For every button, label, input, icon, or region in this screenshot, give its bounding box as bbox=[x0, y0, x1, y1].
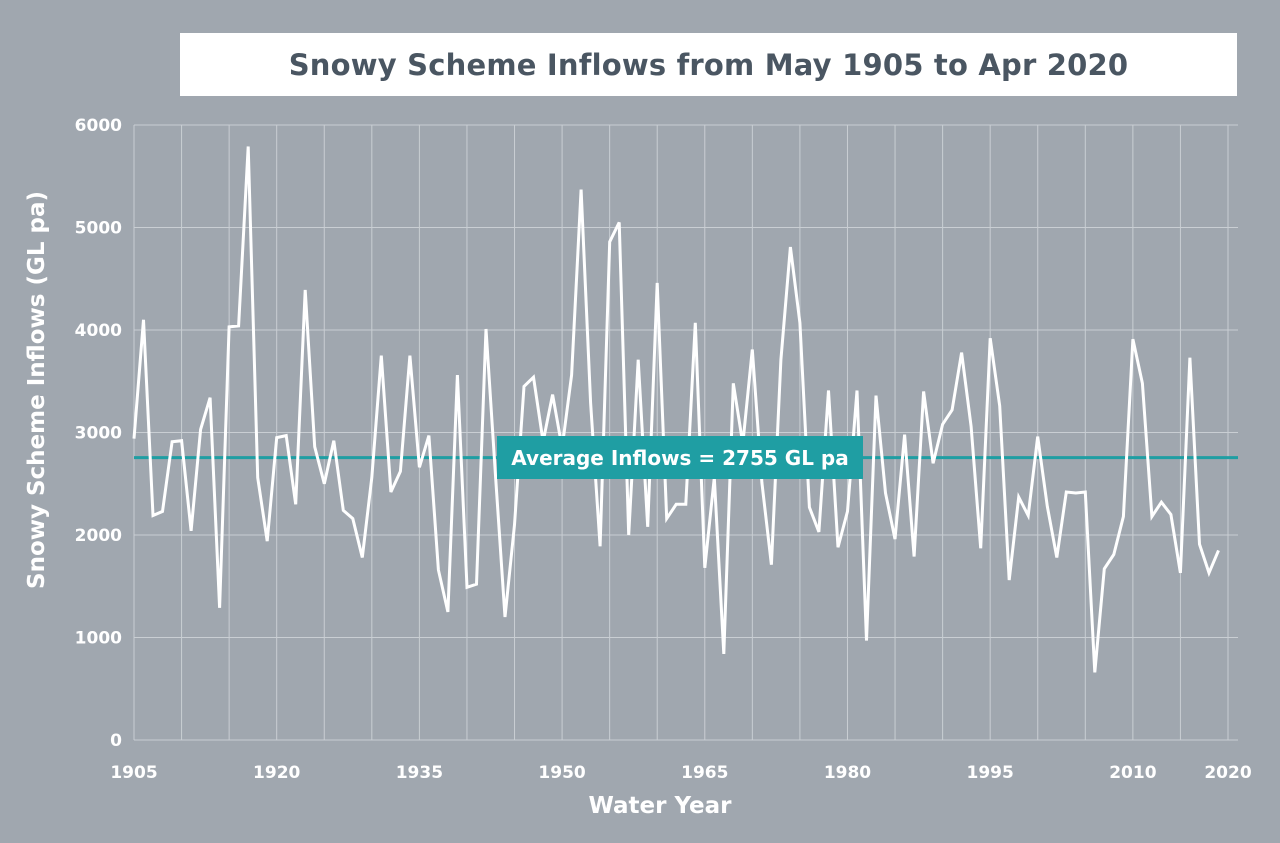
y-tick-label: 1000 bbox=[75, 629, 122, 649]
y-tick-label: 6000 bbox=[75, 116, 122, 136]
x-tick-label: 2020 bbox=[1204, 763, 1251, 783]
x-tick-labels: 1905 1920 1935 1950 1965 1980 1995 2010 2020 bbox=[110, 763, 1251, 783]
x-tick-label: 1950 bbox=[538, 763, 585, 783]
title-box: Snowy Scheme Inflows from May 1905 to Ap… bbox=[180, 33, 1237, 96]
x-tick-label: 1905 bbox=[110, 763, 157, 783]
x-tick-label: 1920 bbox=[253, 763, 300, 783]
average-label: Average Inflows = 2755 GL pa bbox=[511, 445, 849, 470]
x-tick-label: 1980 bbox=[824, 763, 871, 783]
y-tick-labels: 0 1000 2000 3000 4000 5000 6000 bbox=[75, 116, 122, 751]
chart-title: Snowy Scheme Inflows from May 1905 to Ap… bbox=[288, 47, 1129, 82]
y-tick-label: 2000 bbox=[75, 526, 122, 546]
x-tick-label: 1935 bbox=[396, 763, 443, 783]
y-tick-label: 5000 bbox=[75, 219, 122, 239]
average-label-box: Average Inflows = 2755 GL pa bbox=[497, 436, 863, 479]
series-line bbox=[132, 146, 1220, 673]
y-tick-label: 0 bbox=[110, 731, 122, 751]
grid-lines bbox=[133, 124, 1238, 741]
x-tick-label: 2010 bbox=[1109, 763, 1156, 783]
x-tick-label: 1965 bbox=[681, 763, 728, 783]
x-tick-label: 1995 bbox=[967, 763, 1014, 783]
y-tick-label: 4000 bbox=[75, 321, 122, 341]
series-group bbox=[132, 146, 1220, 673]
y-axis-title: Snowy Scheme Inflows (GL pa) bbox=[24, 191, 50, 589]
y-tick-label: 3000 bbox=[75, 424, 122, 444]
x-axis-title: Water Year bbox=[588, 793, 732, 819]
